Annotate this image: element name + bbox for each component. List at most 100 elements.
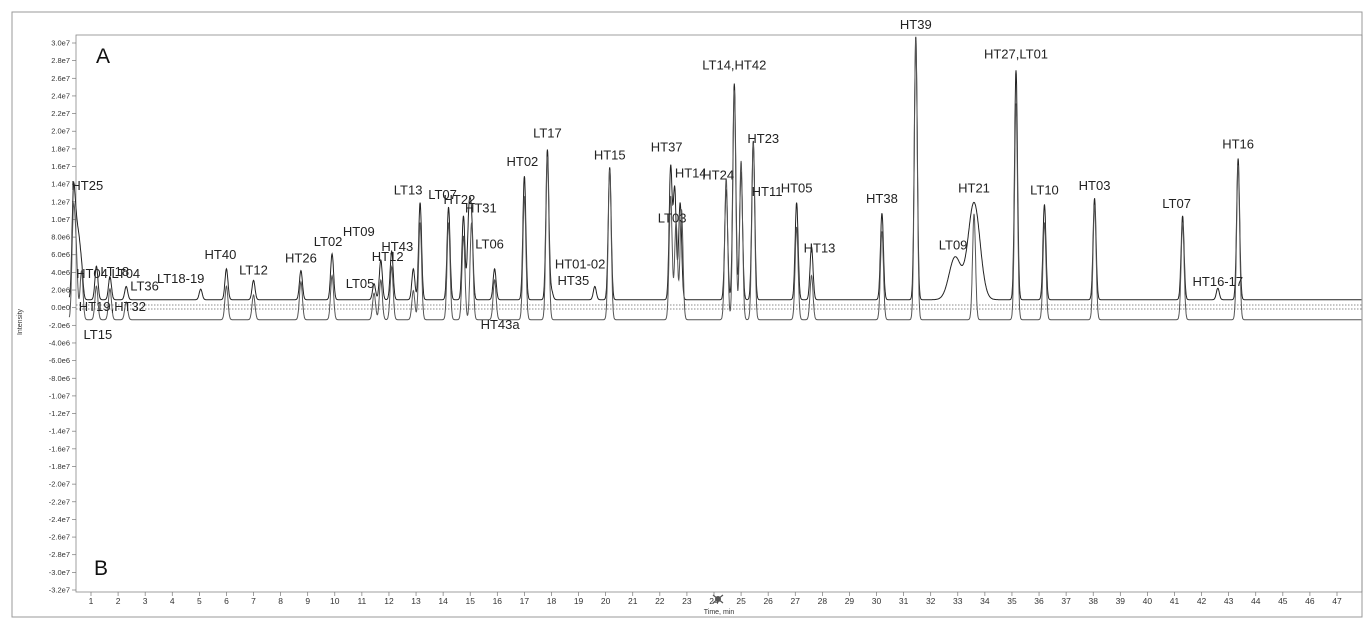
y-tick-label: -3.2e7 [49, 586, 70, 595]
x-tick-label: 20 [601, 596, 611, 606]
x-tick-label: 39 [1116, 596, 1126, 606]
peak-label: HT25 [71, 178, 103, 193]
peak-label: HT14 [675, 165, 707, 180]
peak-label: LT05 [346, 276, 375, 291]
x-tick-label: 42 [1197, 596, 1207, 606]
x-tick-label: 38 [1088, 596, 1098, 606]
x-tick-label: 47 [1332, 596, 1342, 606]
x-tick-label: 1 [89, 596, 94, 606]
x-tick-label: 36 [1034, 596, 1044, 606]
y-tick-label: 0.0e0 [51, 303, 70, 312]
x-tick-label: 9 [305, 596, 310, 606]
x-tick-label: 8 [278, 596, 283, 606]
x-tick-label: 33 [953, 596, 963, 606]
y-tick-label: -1.6e7 [49, 444, 70, 453]
x-tick-label: 12 [384, 596, 394, 606]
y-tick-label: -6.0e6 [49, 356, 70, 365]
x-tick-label: 45 [1278, 596, 1288, 606]
x-tick-label: 26 [763, 596, 773, 606]
y-tick-label: -2.4e7 [49, 515, 70, 524]
x-tick-label: 35 [1007, 596, 1017, 606]
y-tick-label: 1.4e7 [51, 180, 70, 189]
x-tick-label: 16 [493, 596, 503, 606]
y-tick-label: -2.0e7 [49, 480, 70, 489]
x-tick-label: 40 [1143, 596, 1153, 606]
x-tick-label: 18 [547, 596, 557, 606]
peak-label: LT07 [1162, 196, 1191, 211]
peak-label: HT12 [372, 249, 404, 264]
peak-label: HT16-17 [1193, 274, 1244, 289]
figure-frame [11, 11, 1363, 618]
peak-label: LT12 [239, 262, 268, 277]
y-tick-label: 3.0e7 [51, 39, 70, 48]
panel-label-b: B [94, 557, 108, 580]
y-tick-label: -2.0e6 [49, 321, 70, 330]
peak-label: LT09 [939, 237, 968, 252]
y-tick-label: 2.8e7 [51, 56, 70, 65]
peak-label: HT38 [866, 191, 898, 206]
x-tick-label: 28 [818, 596, 828, 606]
panel-label-a: A [96, 45, 110, 68]
peak-label: LT15 [84, 327, 113, 342]
x-tick-label: 10 [330, 596, 340, 606]
peak-label: HT05 [781, 181, 813, 196]
y-tick-label: -8.0e6 [49, 374, 70, 383]
x-tick-label: 4 [170, 596, 175, 606]
peak-label: HT04,LT04 [76, 266, 140, 281]
x-tick-label: 41 [1170, 596, 1180, 606]
peak-label: HT03 [1079, 178, 1111, 193]
peak-labels: HT25 HT04,LT04 HT19,HT32 LT15 LT18LT36LT18-1… [71, 17, 1254, 342]
x-tick-label: 2 [116, 596, 121, 606]
peak-label: HT37 [651, 139, 683, 154]
peak-label: HT02 [506, 154, 538, 169]
traces [68, 36, 1362, 321]
y-tick-label: -1.8e7 [49, 462, 70, 471]
peak-label: LT18 [100, 264, 129, 279]
x-tick-label: 13 [411, 596, 421, 606]
peak-label: HT15 [594, 147, 626, 162]
x-tick-label: 43 [1224, 596, 1234, 606]
x-tick-label: 32 [926, 596, 936, 606]
peak-label: LT03 [658, 211, 687, 226]
y-tick-label: 1.6e7 [51, 162, 70, 171]
peak-label: HT35 [557, 273, 589, 288]
peak-label: HT21 [958, 181, 990, 196]
peak-label: HT13 [804, 241, 836, 256]
x-tick-label: 15 [465, 596, 475, 606]
peak-label: LT36 [130, 278, 159, 293]
x-tick-label: 5 [197, 596, 202, 606]
y-tick-label: -1.4e7 [49, 427, 70, 436]
peak-label: HT09 [343, 224, 375, 239]
x-tick-label: 7 [251, 596, 256, 606]
x-axis-title: Time, min [704, 609, 735, 616]
y-tick-label: 8.0e6 [51, 233, 70, 242]
peak-label: LT13 [394, 183, 423, 198]
peak-label: HT26 [285, 251, 317, 266]
peak-label: HT19,HT32 [79, 299, 146, 314]
x-tick-label: 25 [736, 596, 746, 606]
x-tick-label: 14 [438, 596, 448, 606]
peak-label: LT06 [475, 237, 504, 252]
y-tick-label: 1.0e7 [51, 215, 70, 224]
y-axis-ticks: 3.0e7 2.8e7 2.6e7 2.4e7 2.2e7 2.0e7 1.8e7 1.6e7… [49, 39, 76, 595]
peak-label: LT07 [428, 187, 457, 202]
x-tick-label: 44 [1251, 596, 1261, 606]
trace-a [68, 36, 1362, 301]
x-tick-label: 30 [872, 596, 882, 606]
y-tick-label: 1.8e7 [51, 144, 70, 153]
x-tick-label: 21 [628, 596, 638, 606]
y-tick-label: -1.2e7 [49, 409, 70, 418]
y-tick-label: 2.4e7 [51, 91, 70, 100]
x-tick-label: 6 [224, 596, 229, 606]
peak-label: HT39 [900, 17, 932, 32]
y-tick-label: -2.2e7 [49, 497, 70, 506]
peak-label: HT23 [747, 131, 779, 146]
x-axis-ticks: 1 2 3 4 5 6 7 8 9 10 11 12 13 14 15 16 17 18 19 20 21 22 23 24 2… [89, 592, 1342, 606]
x-tick-label: 17 [520, 596, 530, 606]
y-axis-title: Intensity [17, 308, 24, 335]
peak-label: HT22 [444, 192, 476, 207]
x-tick-label: 22 [655, 596, 665, 606]
peak-label: LT02 [314, 234, 343, 249]
peak-label: HT43a [481, 317, 521, 332]
y-tick-label: 4.0e6 [51, 268, 70, 277]
